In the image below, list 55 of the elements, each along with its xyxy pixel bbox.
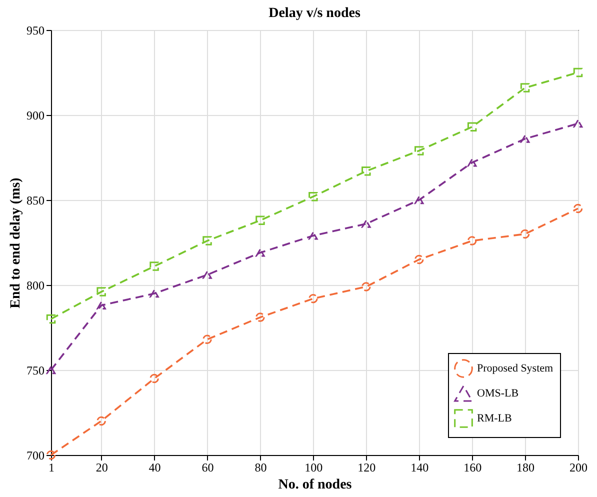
x-tick-label: 120	[358, 460, 376, 474]
y-tick-label: 700	[26, 448, 44, 462]
legend-label: OMS-LB	[477, 388, 519, 400]
point	[362, 282, 371, 292]
point	[414, 146, 424, 156]
point	[150, 289, 159, 298]
y-axis-title: End to end delay (ms)	[8, 177, 24, 308]
point	[573, 119, 583, 128]
y-tick-label: 750	[26, 364, 44, 378]
x-tick-label: 160	[464, 460, 482, 474]
x-tick-label: 20	[96, 460, 108, 474]
point	[573, 204, 583, 214]
point	[46, 366, 56, 374]
point	[96, 416, 106, 426]
x-tick-label: 80	[254, 460, 267, 474]
x-tick-label: 140	[410, 460, 429, 474]
point	[414, 196, 424, 204]
point	[362, 220, 371, 228]
point	[46, 314, 56, 324]
y-tick-label: 900	[26, 108, 44, 122]
point	[573, 68, 583, 78]
x-tick-label: 40	[148, 460, 161, 474]
point	[520, 229, 530, 239]
x-axis-title: No. of nodes	[278, 478, 352, 492]
x-tick-label: 60	[202, 460, 214, 474]
point	[467, 158, 477, 167]
point	[362, 166, 371, 176]
point	[202, 334, 212, 344]
legend-label: RM-LB	[477, 412, 512, 424]
point	[414, 254, 424, 264]
y-tick-label: 800	[26, 278, 44, 292]
point	[308, 232, 318, 240]
point	[96, 287, 106, 296]
point	[308, 192, 318, 202]
y-tick-label: 950	[26, 24, 44, 38]
point	[150, 374, 159, 384]
point	[202, 270, 212, 279]
legend-label: Proposed System	[477, 362, 554, 374]
point	[308, 294, 318, 304]
point	[256, 216, 265, 226]
x-tick-label: 100	[304, 460, 323, 474]
point	[150, 262, 159, 271]
point	[256, 248, 265, 257]
point	[256, 312, 265, 322]
x-tick-label: 1	[48, 460, 54, 474]
point	[520, 83, 530, 92]
point	[96, 301, 106, 310]
point	[520, 134, 530, 143]
x-tick-label: 180	[516, 460, 535, 474]
y-tick-label: 850	[26, 194, 44, 208]
x-tick-label: 200	[570, 460, 588, 474]
point	[467, 122, 477, 132]
point	[202, 236, 212, 246]
chart-title: Delay v/s nodes	[268, 6, 361, 21]
point	[467, 236, 477, 246]
